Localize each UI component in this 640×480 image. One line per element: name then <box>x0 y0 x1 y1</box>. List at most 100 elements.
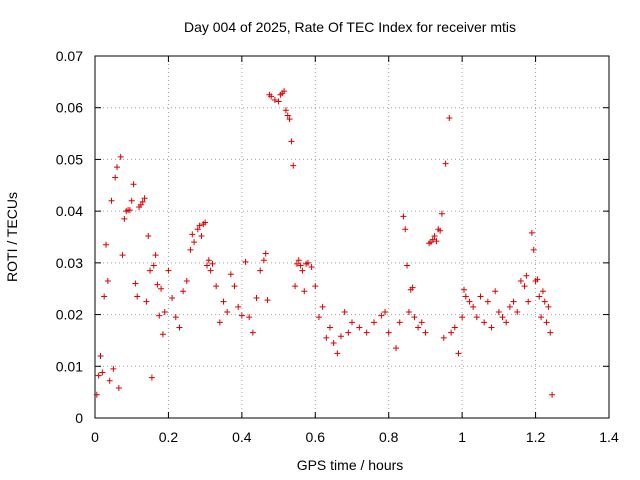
data-point <box>202 219 209 226</box>
data-point <box>194 226 201 233</box>
data-point <box>207 267 214 274</box>
data-point <box>99 369 106 376</box>
data-point <box>104 277 111 284</box>
data-point <box>103 241 110 248</box>
data-point <box>462 293 469 300</box>
data-point <box>506 303 513 310</box>
data-point <box>112 174 119 181</box>
data-point <box>275 98 282 105</box>
y-tick-label: 0.06 <box>56 100 83 116</box>
data-point <box>528 229 535 236</box>
data-point <box>145 232 152 239</box>
data-point <box>108 197 115 204</box>
y-axis-label: ROTI / TECUs <box>4 192 20 282</box>
data-point <box>297 262 304 269</box>
data-point <box>158 285 165 292</box>
data-point <box>189 231 196 238</box>
data-point <box>488 324 495 331</box>
data-point <box>139 198 146 205</box>
data-point <box>203 262 210 269</box>
data-point <box>242 258 249 265</box>
data-point <box>382 308 389 315</box>
grid-layer <box>95 56 609 418</box>
data-point <box>534 276 541 283</box>
x-axis-label: GPS time / hours <box>297 457 404 473</box>
data-point <box>253 295 260 302</box>
data-point <box>492 288 499 295</box>
x-tick-label: 1.2 <box>526 429 546 445</box>
data-point <box>238 312 245 319</box>
tick-layer: 0 0.2 0.4 0.6 0.8 1 1.2 1.4 0 0.01 0.02 0.03 0.04 0.0… <box>56 48 619 445</box>
data-point <box>539 288 546 295</box>
data-point <box>438 210 445 217</box>
data-point <box>268 93 275 100</box>
data-point <box>378 312 385 319</box>
data-point <box>295 257 302 264</box>
data-point <box>345 329 352 336</box>
data-point <box>148 374 155 381</box>
data-point <box>326 324 333 331</box>
data-point <box>477 293 484 300</box>
data-point <box>459 314 466 321</box>
data-point <box>154 281 161 288</box>
data-point <box>499 314 506 321</box>
data-point <box>525 298 532 305</box>
data-point <box>385 329 392 336</box>
data-point <box>514 308 521 315</box>
data-point <box>115 385 122 392</box>
data-point <box>393 345 400 352</box>
data-point <box>132 280 139 287</box>
data-point <box>337 333 344 340</box>
data-point <box>176 324 183 331</box>
data-point <box>196 222 203 229</box>
x-tick-label: 0 <box>91 429 99 445</box>
data-point <box>547 329 554 336</box>
data-point <box>323 334 330 341</box>
data-point <box>545 303 552 310</box>
data-point <box>319 303 326 310</box>
data-point <box>411 314 418 321</box>
data-point <box>141 195 148 202</box>
data-point <box>415 324 422 331</box>
data-point <box>93 391 100 398</box>
data-point <box>484 298 491 305</box>
y-tick-label: 0.07 <box>56 48 83 64</box>
data-point <box>451 324 458 331</box>
data-point <box>536 293 543 300</box>
data-point <box>304 259 311 266</box>
data-point <box>431 232 438 239</box>
data-point <box>161 308 168 315</box>
data-point <box>235 303 242 310</box>
data-point <box>224 308 231 315</box>
data-point <box>281 88 288 95</box>
data-point <box>363 329 370 336</box>
data-point <box>205 257 212 264</box>
x-tick-label: 1 <box>458 429 466 445</box>
chart-title: Day 004 of 2025, Rate Of TEC Index for r… <box>184 19 516 35</box>
data-point <box>121 215 128 222</box>
data-point <box>216 319 223 326</box>
data-point <box>473 314 480 321</box>
y-tick-label: 0.03 <box>56 255 83 271</box>
data-point <box>349 319 355 326</box>
data-point <box>409 284 416 291</box>
data-point <box>446 115 453 122</box>
data-point <box>110 365 117 372</box>
data-point <box>400 213 407 220</box>
data-point <box>213 283 220 290</box>
data-point <box>183 277 190 284</box>
data-point <box>198 232 205 239</box>
data-point <box>418 319 425 326</box>
data-point <box>119 252 126 259</box>
data-point <box>180 288 187 295</box>
data-point <box>126 207 133 214</box>
data-point <box>442 160 449 167</box>
y-tick-label: 0.01 <box>56 358 83 374</box>
data-point <box>257 267 264 274</box>
data-point <box>521 283 528 290</box>
data-point <box>422 329 429 336</box>
data-point <box>143 298 150 305</box>
data-point <box>455 350 462 357</box>
y-tick-label: 0 <box>75 410 83 426</box>
